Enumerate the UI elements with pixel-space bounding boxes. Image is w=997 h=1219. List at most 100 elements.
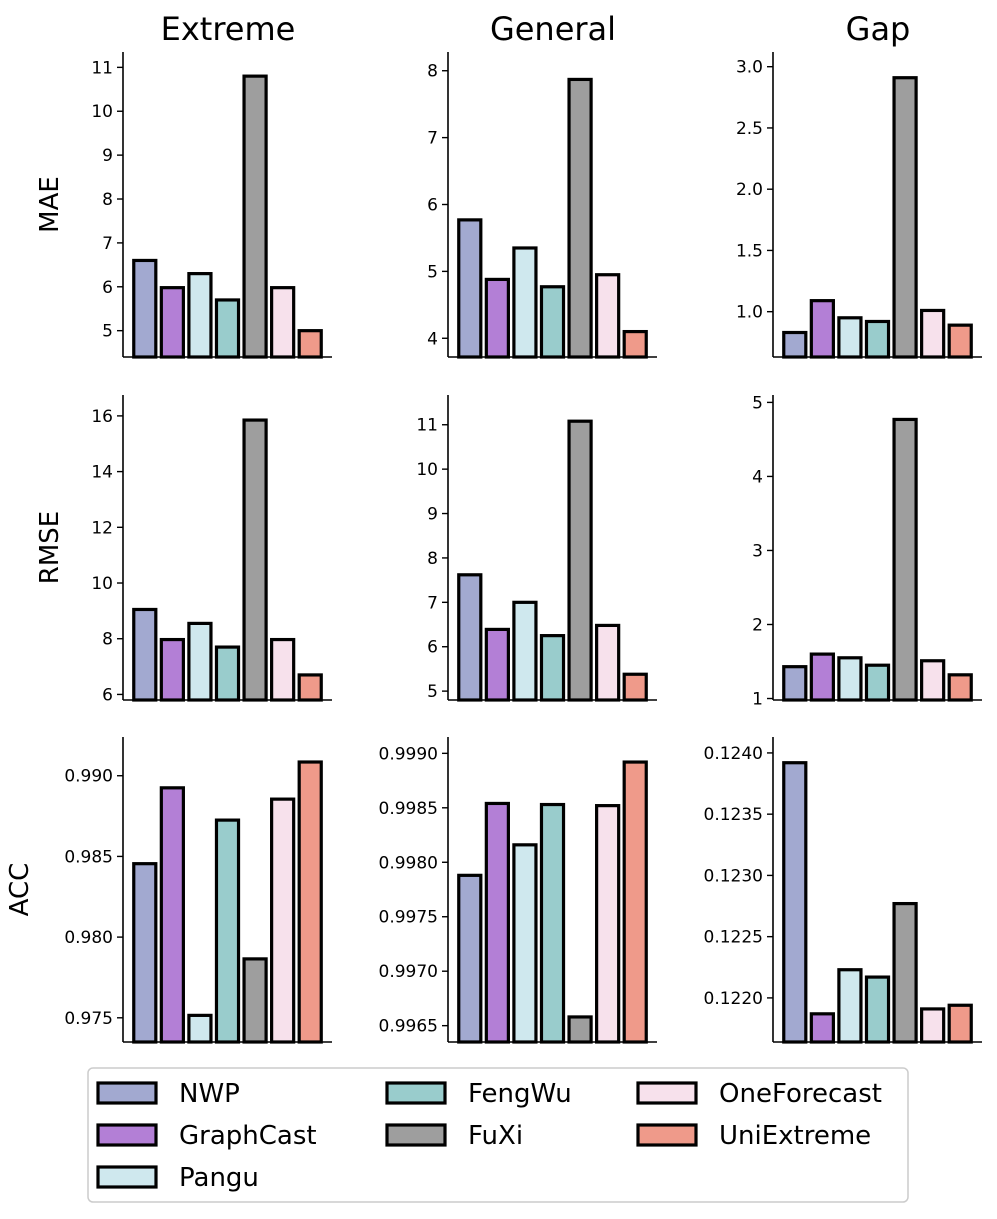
y-tick-label: 16 (91, 407, 113, 427)
bar-nwp (132, 607, 158, 702)
bar-fengwu (214, 645, 241, 702)
bar-nwp (132, 862, 158, 1044)
bar-oneforecast (270, 286, 296, 359)
y-tick-label: 7 (427, 593, 438, 613)
bar-fengwu (864, 975, 891, 1044)
bar-fengwu (214, 818, 241, 1044)
bar-fengwu (864, 663, 891, 702)
bar-pangu (512, 843, 538, 1044)
y-tick-label: 4 (752, 467, 763, 487)
y-tick-label: 6 (102, 278, 113, 298)
legend-frame (87, 1067, 909, 1203)
bar-fengwu (539, 634, 566, 702)
bar-oneforecast (920, 659, 946, 702)
y-tick-label: 5 (752, 393, 763, 413)
bar-graphcast (159, 637, 185, 702)
y-tick-label: 0.9975 (379, 908, 438, 928)
y-tick-label: 0.975 (64, 1009, 113, 1029)
panel-2-1: 0.9965 0.9970 0.9975 0.9980 0.9985 0.9990 (379, 737, 657, 1044)
legend-label-oneforecast: OneForecast (719, 1079, 882, 1109)
y-tick-label: 2 (752, 615, 763, 635)
y-tick-label: 8 (102, 630, 113, 650)
bar-fengwu (214, 298, 241, 359)
y-tick-label: 1 (752, 690, 763, 710)
y-tick-label: 3 (752, 541, 763, 561)
y-tick-label: 8 (427, 62, 438, 82)
y-tick-label: 0.9990 (379, 744, 438, 764)
legend-label-pangu: Pangu (179, 1163, 259, 1193)
legend-swatch-pangu (96, 1165, 158, 1189)
bar-nwp (457, 218, 483, 359)
bar-pangu (512, 246, 538, 359)
legend-swatch-nwp (96, 1081, 158, 1105)
y-tick-label: 0.1235 (704, 805, 763, 825)
y-tick-label: 2.5 (736, 119, 763, 139)
legend-swatch-graphcast (96, 1123, 158, 1147)
panel-0-1: 4 5 6 7 8 (427, 52, 657, 359)
bar-graphcast (809, 1012, 835, 1044)
bar-graphcast (809, 652, 835, 702)
legend-label-nwp: NWP (179, 1079, 240, 1109)
bar-oneforecast (595, 623, 621, 702)
bar-oneforecast (270, 637, 296, 702)
column-title-gap: Gap (846, 10, 911, 48)
bar-oneforecast (595, 273, 621, 359)
y-tick-label: 0.1225 (704, 928, 763, 948)
bar-fuxi (892, 417, 918, 702)
bar-uniextreme (622, 672, 648, 702)
legend: NWP GraphCast Pangu FengWu FuXi OneForecast Un… (87, 1067, 909, 1203)
row-label-rmse: RMSE (35, 511, 65, 584)
y-tick-label: 7 (427, 129, 438, 149)
y-tick-label: 12 (91, 518, 113, 538)
bar-uniextreme (297, 673, 323, 702)
y-tick-label: 10 (91, 102, 113, 122)
bar-uniextreme (622, 760, 648, 1044)
y-tick-label: 7 (102, 234, 113, 254)
bar-graphcast (159, 786, 185, 1044)
bar-uniextreme (297, 760, 323, 1044)
bar-oneforecast (920, 1007, 946, 1044)
y-tick-label: 0.9965 (379, 1017, 438, 1037)
y-tick-label: 3.0 (736, 58, 763, 78)
bar-oneforecast (920, 308, 946, 359)
y-tick-label: 9 (102, 146, 113, 166)
bar-fuxi (242, 957, 268, 1044)
bar-graphcast (484, 801, 510, 1044)
bar-uniextreme (622, 329, 648, 359)
row-label-acc: ACC (5, 863, 35, 917)
bar-fuxi (567, 77, 593, 359)
bar-graphcast (484, 277, 510, 359)
legend-swatch-fuxi (385, 1123, 447, 1147)
panel-0-0: MAE 5 6 7 8 9 10 11 (35, 52, 332, 359)
legend-label-fengwu: FengWu (468, 1079, 572, 1109)
y-tick-label: 0.990 (64, 767, 113, 787)
y-tick-label: 0.9970 (379, 962, 438, 982)
bar-nwp (457, 873, 483, 1044)
bar-pangu (512, 600, 538, 702)
bar-uniextreme (947, 673, 973, 702)
bar-pangu (187, 1013, 213, 1044)
row-label-mae: MAE (35, 176, 65, 233)
y-tick-label: 1.5 (736, 241, 763, 261)
panel-1-2: 1 2 3 4 5 (752, 393, 982, 710)
y-tick-label: 0.1230 (704, 866, 763, 886)
legend-label-graphcast: GraphCast (179, 1121, 317, 1151)
y-tick-label: 6 (427, 638, 438, 658)
bar-fuxi (567, 419, 593, 702)
y-tick-label: 0.985 (64, 847, 113, 867)
panel-1-0: RMSE 6 8 10 12 14 16 (35, 395, 332, 705)
bar-nwp (782, 761, 808, 1044)
bar-nwp (782, 330, 808, 359)
panel-2-0: ACC 0.975 0.980 0.985 0.990 (5, 737, 332, 1044)
bar-fengwu (539, 802, 566, 1044)
panel-1-1: 5 6 7 8 9 10 11 (416, 395, 657, 702)
y-tick-label: 0.980 (64, 928, 113, 948)
bar-uniextreme (297, 329, 323, 359)
legend-label-uniextreme: UniExtreme (719, 1121, 871, 1151)
bar-nwp (782, 665, 808, 702)
bar-oneforecast (270, 797, 296, 1044)
y-tick-label: 6 (427, 196, 438, 216)
bar-nwp (457, 573, 483, 702)
bar-pangu (837, 316, 863, 359)
